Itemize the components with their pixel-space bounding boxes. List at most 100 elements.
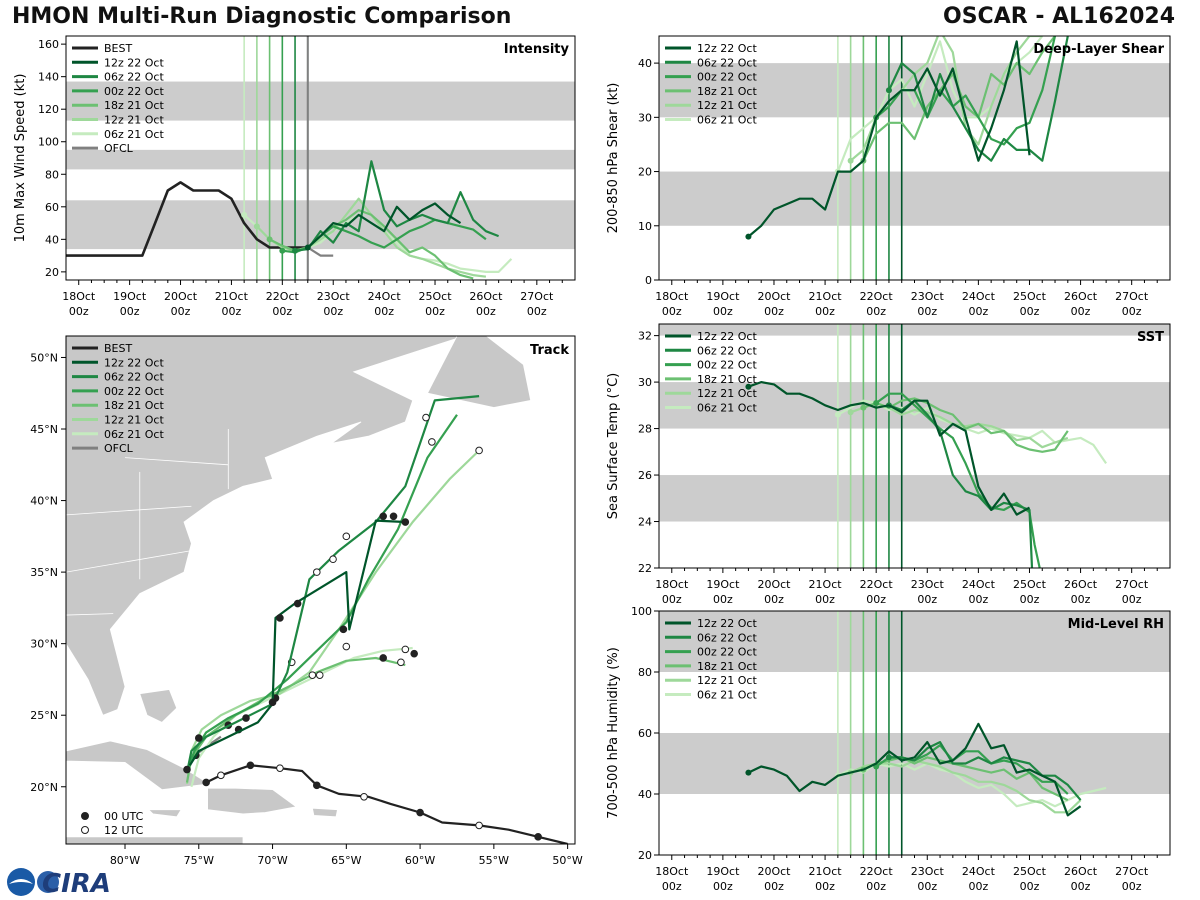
marker-12utc: [315, 671, 324, 679]
marker-00utc: [410, 649, 418, 658]
y-axis-label: 700-500 hPa Humidity (%): [606, 647, 621, 819]
series-line-06z-22-oct: [888, 36, 1069, 162]
x-tick-label-hour: 00z: [662, 880, 682, 893]
y-axis-label: Sea Surface Temp (°C): [606, 373, 621, 520]
lat-label: 45°N: [30, 423, 58, 436]
marker-00utc: [379, 654, 388, 662]
x-tick-label-hour: 00z: [917, 305, 937, 318]
series-start-point: [745, 769, 752, 776]
y-tick-label: 30: [638, 111, 652, 124]
shaded-band: [66, 149, 575, 170]
lon-label: 80°W: [110, 854, 140, 867]
state-border: [66, 550, 192, 573]
legend-label: 12z 22 Oct: [104, 356, 164, 369]
x-tick-label-date: 26Oct: [1064, 578, 1098, 591]
x-tick-label-date: 21Oct: [809, 865, 843, 878]
marker-12utc: [308, 671, 317, 679]
x-tick-label-date: 18Oct: [655, 865, 689, 878]
legend-label: 18z 21 Oct: [697, 660, 757, 673]
cira-logo: CIRA: [7, 868, 111, 898]
marker-00utc: [293, 599, 302, 608]
marker-00utc: [202, 778, 210, 787]
marker-12utc: [428, 438, 436, 446]
series-group: [745, 36, 1069, 240]
land-jamaica: [147, 809, 182, 818]
x-tick-label-date: 22Oct: [266, 290, 300, 303]
lat-label: 40°N: [30, 495, 58, 508]
marker-12utc: [217, 771, 225, 780]
x-tick-label-hour: 00z: [425, 305, 445, 318]
x-tick-label-hour: 00z: [1020, 593, 1040, 606]
series-start-point: [860, 404, 867, 411]
legend-label: 06z 21 Oct: [697, 114, 757, 127]
series-start-point: [253, 223, 260, 230]
y-tick-label: 24: [638, 516, 652, 529]
state-border: [66, 613, 114, 616]
marker-12utc: [313, 568, 321, 576]
series-start-point: [885, 754, 892, 761]
x-tick-label-date: 21Oct: [809, 578, 843, 591]
panel-title: Deep-Layer Shear: [1033, 42, 1164, 57]
legend-label: 18z 21 Oct: [104, 399, 164, 412]
y-tick-label: 100: [631, 605, 652, 618]
y-tick-label: 40: [45, 233, 59, 246]
legend-label: 12z 22 Oct: [697, 42, 757, 55]
legend-marker-00utc: [81, 812, 89, 820]
x-tick-label-date: 22Oct: [860, 578, 894, 591]
x-tick-label-hour: 00z: [866, 880, 886, 893]
panel-track: 80°W 75°W 70°W 65°W 60°W 55°W 50°W 20°N 25°N 30°N…: [30, 335, 583, 867]
shaded-band: [659, 611, 1170, 672]
panel-title: Track: [530, 343, 569, 358]
y-tick-label: 32: [638, 330, 652, 343]
series-line-ofcl: [307, 246, 334, 257]
legend-label: 06z 22 Oct: [697, 344, 757, 357]
lat-label: 30°N: [30, 638, 58, 651]
marker-12utc: [329, 555, 337, 564]
x-tick-label-date: 25Oct: [1013, 865, 1047, 878]
state-border: [66, 505, 192, 516]
marker-12utc: [342, 642, 351, 651]
marker-00utc: [339, 625, 348, 634]
series-start-point: [873, 400, 880, 407]
legend-label: 06z 21 Oct: [104, 428, 164, 441]
x-tick-label-date: 27Oct: [1115, 865, 1149, 878]
x-tick-label-date: 26Oct: [1064, 865, 1098, 878]
marker-legend-label: 12 UTC: [104, 824, 144, 837]
x-tick-label-hour: 00z: [69, 305, 89, 318]
x-tick-label-date: 24Oct: [962, 865, 996, 878]
legend-label: 00z 22 Oct: [104, 85, 164, 98]
shaded-band: [66, 200, 575, 250]
x-tick-label-date: 26Oct: [1064, 290, 1098, 303]
land-bahamas: [139, 689, 178, 723]
land-puerto-rico: [311, 807, 338, 818]
lon-label: 60°W: [405, 854, 435, 867]
x-tick-label-date: 24Oct: [368, 290, 402, 303]
page-title: HMON Multi-Run Diagnostic Comparison: [12, 4, 512, 29]
series-line-12z-22-oct: [748, 381, 1031, 516]
x-tick-label-date: 23Oct: [911, 865, 945, 878]
x-tick-label-date: 20Oct: [757, 290, 791, 303]
y-tick-label: 140: [38, 71, 59, 84]
x-tick-label-hour: 00z: [764, 593, 784, 606]
lon-label: 55°W: [479, 854, 509, 867]
series-start-point: [292, 247, 299, 254]
y-tick-label: 30: [638, 376, 652, 389]
x-tick-label-date: 23Oct: [911, 578, 945, 591]
shaded-band: [659, 475, 1170, 522]
marker-00utc: [194, 734, 203, 742]
marker-12utc: [276, 764, 284, 772]
x-tick-label-hour: 00z: [323, 305, 343, 318]
x-tick-label-hour: 00z: [1122, 880, 1142, 893]
x-tick-label-date: 19Oct: [113, 290, 147, 303]
series-line-12z-21-oct: [850, 759, 1082, 814]
marker-00utc: [183, 765, 191, 774]
y-tick-label: 100: [38, 136, 59, 149]
y-tick-label: 0: [645, 274, 652, 287]
x-tick-label-date: 19Oct: [706, 578, 740, 591]
legend-label: OFCL: [104, 442, 134, 455]
x-tick-label-date: 24Oct: [962, 290, 996, 303]
lat-label: 50°N: [30, 351, 58, 364]
shaded-band: [659, 171, 1170, 226]
